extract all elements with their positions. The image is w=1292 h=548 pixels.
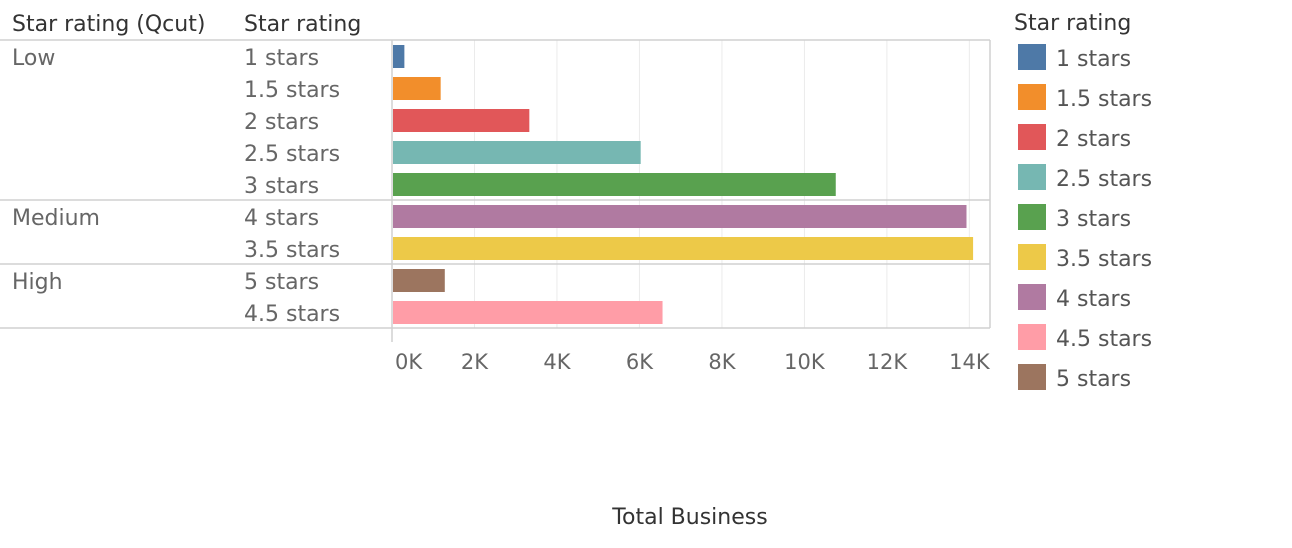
legend-swatch-1 xyxy=(1018,84,1046,110)
x-tick-0: 0K xyxy=(395,350,423,374)
legend-swatch-2 xyxy=(1018,124,1046,150)
legend-swatch-0 xyxy=(1018,44,1046,70)
row-label-1: 1.5 stars xyxy=(244,78,340,103)
legend-label-7: 4.5 stars xyxy=(1056,327,1152,352)
x-tick-3: 6K xyxy=(626,350,654,374)
bar-1 xyxy=(393,77,441,100)
legend-label-0: 1 stars xyxy=(1056,47,1131,72)
x-tick-5: 10K xyxy=(784,350,826,374)
group-label-high: High xyxy=(12,270,63,295)
x-tick-1: 2K xyxy=(461,350,489,374)
legend-swatch-8 xyxy=(1018,364,1046,390)
row-label-6: 3.5 stars xyxy=(244,238,340,263)
legend-swatch-4 xyxy=(1018,204,1046,230)
row-label-4: 3 stars xyxy=(244,174,319,199)
plot-frame xyxy=(0,39,991,342)
row-label-0: 1 stars xyxy=(244,46,319,71)
group-label-medium: Medium xyxy=(12,206,100,231)
bar-3 xyxy=(393,141,641,164)
x-tick-2: 4K xyxy=(543,350,571,374)
legend-label-4: 3 stars xyxy=(1056,207,1131,232)
row-label-2: 2 stars xyxy=(244,110,319,135)
bar-4 xyxy=(393,173,836,196)
legend-label-6: 4 stars xyxy=(1056,287,1131,312)
x-axis-ticks: 0K 2K 4K 6K 8K 10K 12K 14K xyxy=(395,350,991,374)
bar-2 xyxy=(393,109,530,132)
row-header-qcut: Star rating (Qcut) xyxy=(12,12,205,37)
row-label-7: 5 stars xyxy=(244,270,319,295)
legend-swatch-3 xyxy=(1018,164,1046,190)
row-label-3: 2.5 stars xyxy=(244,142,340,167)
bar-0 xyxy=(393,45,405,68)
legend-label-2: 2 stars xyxy=(1056,127,1131,152)
bar-6 xyxy=(393,237,974,260)
x-tick-6: 12K xyxy=(867,350,909,374)
bar-8 xyxy=(393,301,663,324)
legend-swatch-5 xyxy=(1018,244,1046,270)
legend-swatch-6 xyxy=(1018,284,1046,310)
legend-label-8: 5 stars xyxy=(1056,367,1131,392)
legend-label-3: 2.5 stars xyxy=(1056,167,1152,192)
legend-title: Star rating xyxy=(1014,11,1131,36)
row-labels: Low 1 stars 1.5 stars 2 stars 2.5 stars 3 sta… xyxy=(12,46,340,327)
x-tick-7: 14K xyxy=(949,350,991,374)
row-label-8: 4.5 stars xyxy=(244,302,340,327)
bar-5 xyxy=(393,205,967,228)
x-axis-title: Total Business xyxy=(611,505,767,530)
row-label-5: 4 stars xyxy=(244,206,319,231)
legend-swatch-7 xyxy=(1018,324,1046,350)
bar-7 xyxy=(393,269,445,292)
row-header-star-rating: Star rating xyxy=(244,12,361,37)
group-label-low: Low xyxy=(12,46,55,71)
x-tick-4: 8K xyxy=(708,350,736,374)
legend: 1 stars 1.5 stars 2 stars 2.5 stars 3 stars 3… xyxy=(1018,44,1152,392)
legend-label-1: 1.5 stars xyxy=(1056,87,1152,112)
legend-label-5: 3.5 stars xyxy=(1056,247,1152,272)
bars xyxy=(393,45,974,324)
